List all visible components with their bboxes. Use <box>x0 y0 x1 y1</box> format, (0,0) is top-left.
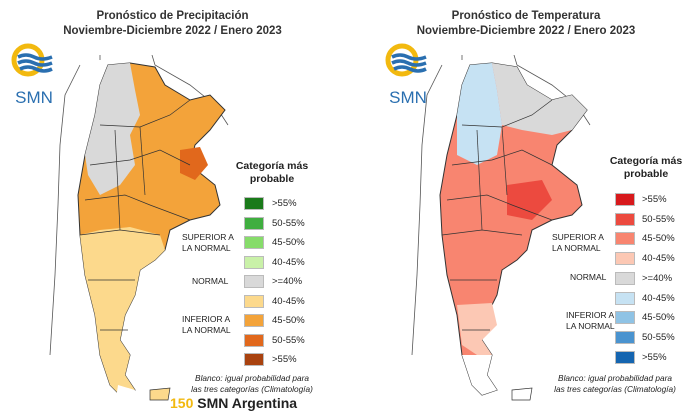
temp-group-inferior: INFERIOR A LA NORMAL <box>566 310 615 331</box>
temp-legend-swatch <box>615 232 635 246</box>
temp-legend-swatch <box>615 291 635 305</box>
temperature-panel: Pronóstico de Temperatura Noviembre-Dici… <box>352 0 700 408</box>
precipitation-title-line1: Pronóstico de Precipitación <box>96 10 249 22</box>
precip-legend-swatch <box>244 216 264 230</box>
temp-legend-swatch <box>615 212 635 226</box>
precip-legend-label: >55% <box>272 354 297 365</box>
precip-legend-swatch <box>244 294 264 308</box>
temp-legend-label: 50-55% <box>642 331 675 343</box>
temp-legend-label: 45-50% <box>642 312 675 324</box>
precipitation-legend-title: Categoría más probable <box>235 160 309 185</box>
smn-logo-text: SMN <box>15 88 53 107</box>
temp-legend-swatch <box>615 311 635 325</box>
temp-legend-swatch <box>615 330 635 344</box>
temperature-title-line1: Pronóstico de Temperatura <box>451 10 601 22</box>
temperature-map <box>411 55 591 401</box>
temperature-title: Pronóstico de Temperatura Noviembre-Dici… <box>352 9 700 39</box>
precip-legend-label: >55% <box>272 198 297 209</box>
temp-legend-label: 50-55% <box>642 213 675 225</box>
temp-legend-swatch <box>615 252 635 266</box>
temp-legend-label: 40-45% <box>642 253 675 265</box>
temp-legend-label: >55% <box>642 351 667 363</box>
precip-legend-label: 40-45% <box>272 256 305 268</box>
smn-logo: SMN <box>10 40 58 108</box>
precip-legend-swatch <box>244 197 264 210</box>
temp-legend-label: 45-50% <box>642 233 675 245</box>
precip-legend-swatch <box>244 275 264 288</box>
precip-group-normal: NORMAL <box>192 276 229 286</box>
temp-legend-swatch <box>615 193 635 206</box>
precipitation-note: Blanco: igual probabilidad para las tres … <box>191 373 313 394</box>
temperature-note: Blanco: igual probabilidad para las tres … <box>554 373 676 394</box>
precip-group-superior: SUPERIOR A LA NORMAL <box>182 232 234 253</box>
precipitation-panel: Pronóstico de Precipitación Noviembre-Di… <box>0 0 345 411</box>
precip-legend-swatch <box>244 236 264 249</box>
precip-legend-label: 45-50% <box>272 315 305 326</box>
temp-legend-swatch <box>615 271 635 285</box>
precip-legend-label: 40-45% <box>272 295 305 307</box>
precip-legend-label: >=40% <box>272 276 303 287</box>
precipitation-map <box>49 55 229 401</box>
precip-legend-swatch <box>244 255 264 269</box>
precipitation-title-line2: Noviembre-Diciembre 2022 / Enero 2023 <box>63 25 282 37</box>
temp-legend-label: 40-45% <box>642 292 675 304</box>
temp-legend-swatch <box>615 350 635 364</box>
temp-legend-label: >55% <box>642 194 667 205</box>
temperature-title-line2: Noviembre-Diciembre 2022 / Enero 2023 <box>416 25 636 37</box>
footer-brand: 150 SMN Argentina <box>170 395 298 411</box>
precip-legend-label: 50-55% <box>272 334 305 346</box>
precip-legend-swatch <box>244 314 264 327</box>
temp-group-normal: NORMAL <box>570 272 607 282</box>
smn-logo-right: SMN <box>384 40 432 108</box>
precip-legend-label: 50-55% <box>272 217 305 229</box>
precip-legend-label: 45-50% <box>272 237 305 248</box>
temp-legend-label: >=40% <box>642 272 673 284</box>
smn-sun-logo-icon <box>11 43 53 77</box>
temperature-legend-title: Categoría más probable <box>609 155 683 180</box>
precip-legend-swatch <box>244 353 264 366</box>
smn-logo-text: SMN <box>389 88 427 107</box>
precip-group-inferior: INFERIOR A LA NORMAL <box>182 314 231 335</box>
precipitation-title: Pronóstico de Precipitación Noviembre-Di… <box>0 9 345 39</box>
temp-group-superior: SUPERIOR A LA NORMAL <box>552 232 604 253</box>
smn-sun-logo-icon <box>385 43 427 77</box>
precip-legend-swatch <box>244 333 264 347</box>
